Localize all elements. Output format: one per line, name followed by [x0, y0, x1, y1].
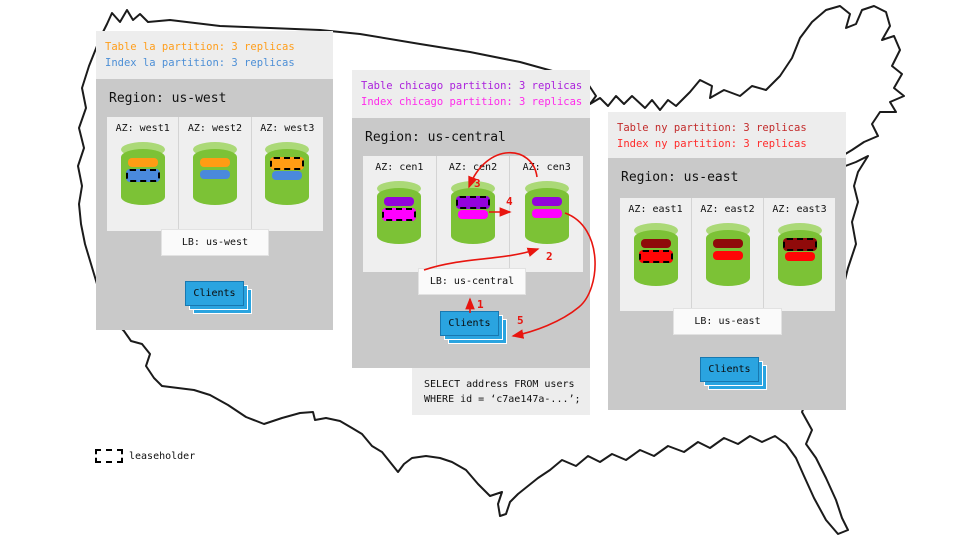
az-west2: AZ: west2 [179, 117, 252, 231]
database-cylinder [705, 223, 750, 287]
table-ny-partition-note: Table ny partition: 3 replicas [617, 122, 807, 134]
leaseholder-legend-label: leaseholder [129, 450, 196, 462]
index-replica-bar [784, 252, 815, 261]
sql-query-line2: WHERE id = ‘c7ae147a-...’; [424, 394, 581, 405]
database-cylinder [192, 142, 237, 206]
database-cylinder [120, 142, 165, 206]
az-east2-label: AZ: east2 [700, 204, 755, 215]
us-west-region: Region: us-west AZ: west1 AZ: west2 [96, 79, 333, 330]
az-cen1: AZ: cen1 [363, 156, 437, 272]
table-replica-leaseholder-bar [456, 196, 490, 209]
az-west3-label: AZ: west3 [260, 123, 315, 134]
us-east-annotation-box: Table ny partition: 3 replicas Index ny … [608, 112, 846, 158]
database-cylinder [265, 142, 310, 206]
arrow-label-5: 5 [517, 314, 524, 327]
table-replica-bar [712, 239, 743, 248]
az-west1: AZ: west1 [107, 117, 180, 231]
load-balancer-us-west: LB: us-west [161, 229, 269, 256]
az-cen2: AZ: cen2 [437, 156, 511, 272]
clients-box: Clients [185, 281, 244, 306]
table-replica-bar [531, 197, 562, 206]
az-west1-label: AZ: west1 [115, 123, 170, 134]
table-chicago-partition-note: Table chicago partition: 3 replicas [361, 80, 583, 92]
index-ny-partition-note: Index ny partition: 3 replicas [617, 138, 807, 150]
leaseholder-dashed-swatch [95, 449, 123, 463]
clients-us-east: Clients [700, 357, 768, 391]
database-cylinder [633, 223, 678, 287]
index-replica-bar [458, 210, 488, 219]
table-replica-bar [199, 158, 230, 167]
leaseholder-legend: leaseholder [95, 449, 195, 463]
clients-us-central: Clients [440, 311, 508, 345]
table-replica-leaseholder-bar [782, 238, 817, 251]
az-west3: AZ: west3 [252, 117, 323, 231]
clients-box: Clients [700, 357, 759, 382]
clients-us-west: Clients [185, 281, 253, 315]
region-title-us-east: Region: us-east [621, 170, 739, 185]
us-west-annotation-box: Table la partition: 3 replicas Index la … [96, 31, 333, 79]
database-cylinder [524, 181, 569, 245]
load-balancer-us-central: LB: us-central [418, 268, 526, 295]
us-central-region: Region: us-central AZ: cen1 AZ: cen2 [352, 118, 590, 368]
az-east1-label: AZ: east1 [628, 204, 683, 215]
table-replica-bar [384, 197, 415, 206]
index-replica-leaseholder-bar [125, 169, 160, 182]
sql-query-line1: SELECT address FROM users [424, 379, 575, 390]
index-replica-bar [531, 209, 562, 218]
az-cen1-label: AZ: cen1 [375, 162, 424, 173]
index-replica-bar [199, 170, 230, 179]
region-title-us-west: Region: us-west [109, 91, 227, 106]
arrow-label-2: 2 [546, 250, 553, 263]
database-cylinder [777, 223, 822, 287]
az-east3-label: AZ: east3 [772, 204, 827, 215]
az-cen3-label: AZ: cen3 [522, 162, 571, 173]
arrow-label-1: 1 [477, 298, 484, 311]
az-west2-label: AZ: west2 [187, 123, 243, 134]
table-replica-bar [640, 239, 671, 248]
region-title-us-central: Region: us-central [365, 130, 506, 145]
clients-box: Clients [440, 311, 499, 336]
database-cylinder [451, 181, 495, 245]
az-east2: AZ: east2 [692, 198, 764, 311]
us-map-border-path [77, 5, 905, 535]
table-la-partition-note: Table la partition: 3 replicas [105, 41, 295, 53]
index-replica-leaseholder-bar [382, 208, 417, 221]
index-replica-bar [272, 171, 303, 180]
az-east1: AZ: east1 [620, 198, 692, 311]
index-chicago-partition-note: Index chicago partition: 3 replicas [361, 96, 583, 108]
index-la-partition-note: Index la partition: 3 replicas [105, 57, 295, 69]
index-replica-leaseholder-bar [638, 250, 673, 263]
load-balancer-us-east: LB: us-east [673, 308, 782, 335]
az-cen2-label: AZ: cen2 [448, 162, 498, 173]
az-east3: AZ: east3 [764, 198, 835, 311]
table-replica-bar [127, 158, 158, 167]
table-replica-leaseholder-bar [270, 157, 305, 170]
index-replica-bar [712, 251, 743, 260]
us-central-annotation-box: Table chicago partition: 3 replicas Inde… [352, 70, 590, 118]
us-west-az-panel: AZ: west1 AZ: west2 [107, 117, 323, 231]
arrow-label-3: 3 [474, 177, 481, 190]
database-cylinder [377, 181, 422, 245]
us-east-az-panel: AZ: east1 AZ: east2 [620, 198, 835, 311]
sql-query-box: SELECT address FROM users WHERE id = ‘c7… [412, 368, 590, 415]
arrow-label-4: 4 [506, 195, 513, 208]
us-east-region: Region: us-east AZ: east1 AZ: east2 [608, 158, 846, 410]
